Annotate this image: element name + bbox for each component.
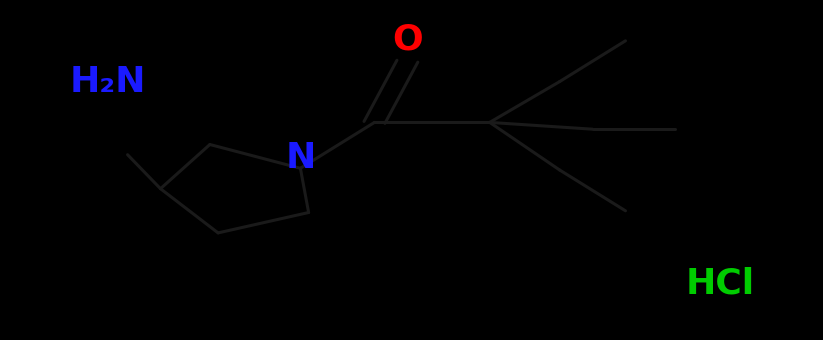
Text: O: O [392, 22, 423, 56]
Text: N: N [286, 141, 315, 175]
Text: HCl: HCl [686, 267, 755, 301]
Text: H₂N: H₂N [70, 65, 146, 99]
